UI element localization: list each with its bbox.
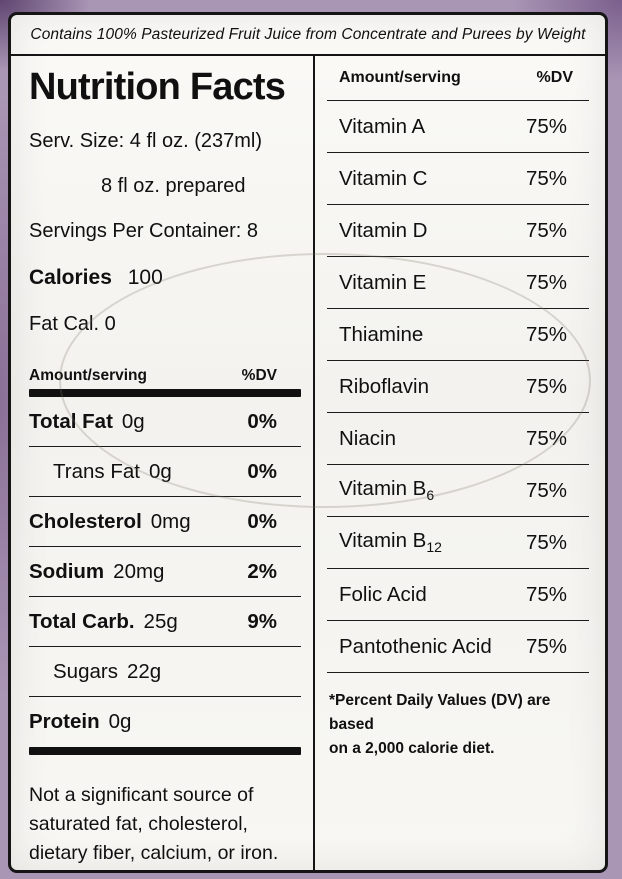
row-riboflavin: Riboflavin 75% — [327, 361, 589, 413]
nutrient-value: 20mg — [113, 559, 165, 583]
nutrient-label: Cholesterol — [29, 509, 142, 533]
row-folic-acid: Folic Acid 75% — [327, 569, 589, 621]
fat-calories: Fat Cal. 0 — [29, 313, 116, 335]
row-vitamin-d: Vitamin D 75% — [327, 205, 589, 257]
row-total-fat: Total Fat 0g 0% — [29, 397, 301, 447]
nutrient-dv: 9% — [247, 609, 277, 633]
column-divider — [313, 56, 315, 870]
row-vitamin-b12: Vitamin B12 75% — [327, 517, 589, 569]
vitamin-dv: 75% — [525, 478, 567, 502]
nutrient-value: 0g — [148, 459, 172, 483]
row-trans-fat: Trans Fat 0g 0% — [29, 447, 301, 497]
serving-size-line: Serv. Size: 4 fl oz. (237ml) — [29, 130, 263, 152]
nutrition-label: Contains 100% Pasteurized Fruit Juice fr… — [8, 12, 608, 873]
vitamin-dv: 75% — [525, 322, 567, 346]
vitamin-label: Niacin — [339, 426, 396, 450]
calories-row: Calories 100 — [29, 254, 301, 302]
nutrient-value: 0g — [108, 710, 132, 733]
left-column: Nutrition Facts Serv. Size: 4 fl oz. (23… — [11, 56, 313, 870]
row-vitamin-a: Vitamin A 75% — [327, 101, 589, 153]
nutrition-facts-title: Nutrition Facts — [29, 66, 286, 108]
vitamin-dv: 75% — [525, 270, 567, 294]
calories-value: 100 — [127, 266, 163, 289]
not-significant-line: Not a significant source of — [29, 784, 254, 806]
vitamin-label: Vitamin B6 — [339, 477, 435, 504]
not-significant-note: Not a significant source of saturated fa… — [29, 781, 301, 868]
left-header-amount: Amount/serving — [29, 367, 147, 384]
row-cholesterol: Cholesterol 0mg 0% — [29, 497, 301, 547]
not-significant-line: dietary fiber, calcium, or iron. — [29, 842, 279, 864]
nutrient-label: Protein — [29, 710, 100, 733]
vitamin-label: Vitamin E — [339, 270, 427, 294]
nutrient-label: Sugars — [53, 659, 118, 683]
subscript-6: 6 — [426, 487, 435, 504]
label-columns: Nutrition Facts Serv. Size: 4 fl oz. (23… — [11, 56, 605, 870]
row-protein: Protein 0g — [29, 697, 301, 747]
thick-rule-top — [29, 389, 301, 397]
vitamin-label: Vitamin D — [339, 218, 428, 242]
daily-values-footnote: *Percent Daily Values (DV) are based on … — [327, 689, 589, 761]
row-total-carb: Total Carb. 25g 9% — [29, 597, 301, 647]
right-header-amount: Amount/serving — [339, 69, 461, 86]
nutrient-value: 22g — [126, 659, 162, 683]
calories-label: Calories — [29, 266, 112, 289]
servings-per-container: Servings Per Container: 8 — [29, 220, 259, 242]
vitamin-label: Pantothenic Acid — [339, 634, 492, 658]
footnote-line: on a 2,000 calorie diet. — [329, 740, 495, 757]
nutrient-label: Total Carb. — [29, 609, 135, 633]
vitamin-label: Vitamin A — [339, 114, 426, 138]
vitamin-label: Vitamin C — [339, 166, 428, 190]
row-vitamin-b6: Vitamin B6 75% — [327, 465, 589, 517]
contains-note: Contains 100% Pasteurized Fruit Juice fr… — [11, 15, 605, 56]
thick-rule-bottom — [29, 747, 301, 755]
vitamin-dv: 75% — [525, 582, 567, 606]
nutrient-label: Total Fat — [29, 409, 113, 433]
vitamin-dv: 75% — [525, 426, 567, 450]
nutrient-value: 25g — [143, 609, 178, 633]
left-table-header: Amount/serving %DV — [29, 363, 301, 389]
right-column: Amount/serving %DV Vitamin A 75% Vitamin… — [315, 56, 605, 870]
left-header-dv: %DV — [241, 367, 277, 384]
serving-size-prepared-line: 8 fl oz. prepared — [101, 175, 246, 197]
nutrient-dv: 0% — [247, 409, 277, 433]
nutrient-label: Trans Fat — [53, 459, 140, 483]
nutrient-label: Sodium — [29, 559, 105, 583]
right-table-header: Amount/serving %DV — [327, 56, 589, 101]
row-vitamin-e: Vitamin E 75% — [327, 257, 589, 309]
footnote-line: *Percent Daily Values (DV) are based — [329, 692, 551, 733]
subscript-12: 12 — [426, 539, 442, 556]
vitamin-dv: 75% — [525, 166, 567, 190]
row-vitamin-c: Vitamin C 75% — [327, 153, 589, 205]
row-niacin: Niacin 75% — [327, 413, 589, 465]
vitamin-label: Riboflavin — [339, 374, 430, 398]
vitamin-label: Thiamine — [339, 322, 424, 346]
vitamin-label: Vitamin B12 — [339, 529, 442, 556]
vitamin-dv: 75% — [525, 374, 567, 398]
vitamin-label: Folic Acid — [339, 582, 427, 606]
vitamin-dv: 75% — [525, 218, 567, 242]
not-significant-line: saturated fat, cholesterol, — [29, 813, 248, 835]
nutrient-dv: 2% — [247, 559, 277, 583]
row-pantothenic-acid: Pantothenic Acid 75% — [327, 621, 589, 673]
row-thiamine: Thiamine 75% — [327, 309, 589, 361]
right-header-dv: %DV — [536, 69, 573, 86]
vitamin-dv: 75% — [525, 634, 567, 658]
row-sodium: Sodium 20mg 2% — [29, 547, 301, 597]
nutrient-value: 0g — [121, 409, 145, 433]
vitamin-dv: 75% — [525, 530, 567, 554]
nutrient-dv: 0% — [247, 459, 277, 483]
nutrient-value: 0mg — [150, 509, 191, 533]
row-sugars: Sugars 22g — [29, 647, 301, 697]
nutrient-dv: 0% — [247, 509, 277, 533]
vitamin-dv: 75% — [525, 114, 567, 138]
